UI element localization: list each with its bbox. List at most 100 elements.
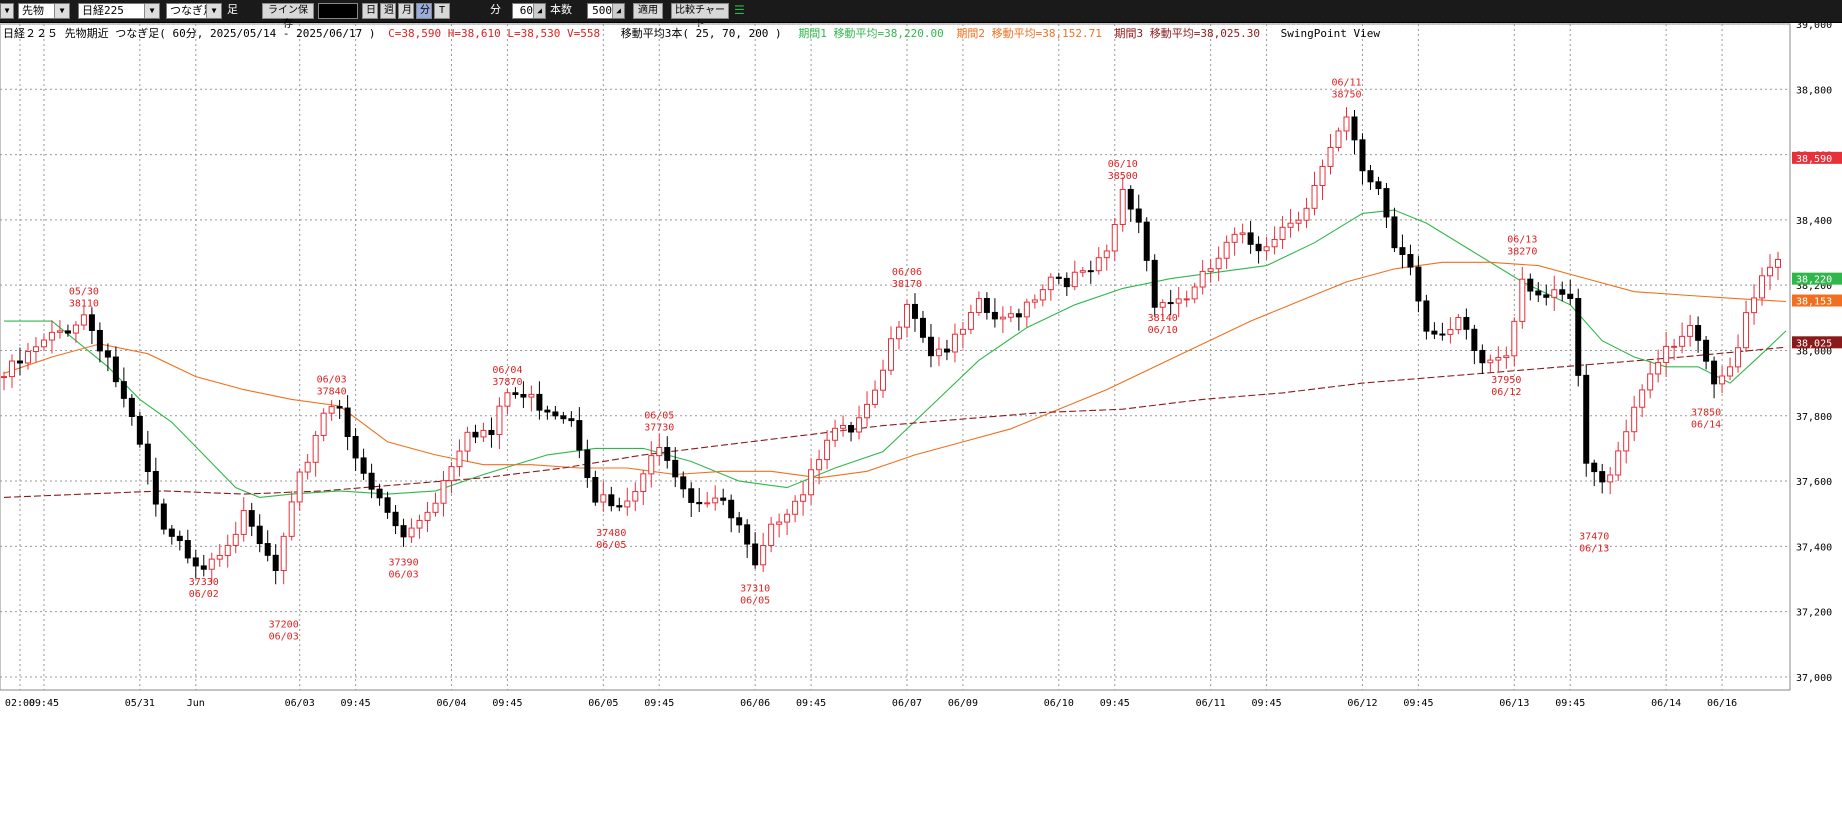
candle-up — [408, 527, 415, 538]
price-axis: 39,00038,80038,60038,40038,20038,00037,8… — [1792, 22, 1842, 684]
swing-low-date: 06/14 — [1691, 419, 1721, 430]
swing-points: 05/30381103733006/023720006/0306/0337840… — [69, 78, 1721, 643]
candle-down — [1599, 471, 1606, 483]
swing-low-price: 37480 — [596, 528, 626, 539]
candle-up — [1047, 276, 1054, 291]
candle-down — [136, 415, 143, 445]
time-tick-label: 09:45 — [29, 698, 59, 709]
chevron-down-icon: ▼ — [206, 4, 221, 18]
candle-down — [360, 457, 367, 474]
candle-up — [624, 500, 631, 508]
candle-up — [856, 417, 863, 433]
candle-down — [680, 476, 687, 490]
candle-down — [752, 543, 759, 566]
candle-down — [1151, 259, 1158, 308]
index-select[interactable]: 日経225 ▼ — [78, 3, 160, 19]
candle-down — [120, 381, 127, 399]
time-tick-label: 06/09 — [948, 698, 978, 709]
candle-down — [1471, 328, 1478, 351]
candle-down — [96, 329, 103, 352]
candle-down — [472, 431, 479, 438]
toolbar: ▼ 先物 ▼ 日経225 ▼ つなぎ足 ▼ 足 ライン保存 日 週 月 分 T 分 6… — [0, 0, 1842, 30]
candle-up — [967, 312, 974, 330]
chart-settings-icon[interactable]: ☰ — [734, 3, 745, 17]
swing-low-date: 06/12 — [1491, 387, 1521, 398]
spinner-icon[interactable]: ◢ — [533, 4, 545, 18]
ohlcv-readout: C=38,590 H=38,610 L=38,530 V=558 — [388, 27, 600, 40]
candle-down — [991, 311, 998, 320]
candle-down — [943, 348, 950, 353]
swing-low-date: 06/13 — [1579, 544, 1609, 555]
price-tag-label: 38,220 — [1796, 275, 1832, 286]
candle-up — [1327, 146, 1334, 167]
candle-up — [1199, 270, 1206, 288]
swing-low-price: 37850 — [1691, 407, 1721, 418]
candle-down — [552, 411, 559, 417]
minute-input[interactable]: 60 ◢ — [512, 3, 546, 19]
candle-up — [1039, 289, 1046, 301]
candle-down — [1015, 313, 1022, 318]
minute-label: 分 — [490, 3, 501, 16]
bars-input[interactable]: 500 ◢ — [587, 3, 625, 19]
compare-chart-button[interactable]: 比較チャート — [671, 3, 729, 30]
candle-down — [344, 407, 351, 438]
swing-high-date: 06/04 — [492, 365, 522, 376]
candle-down — [672, 459, 679, 478]
swing-high-date: 06/11 — [1331, 78, 1361, 89]
bars-label: 本数 — [550, 3, 572, 16]
candle-up — [1207, 268, 1214, 272]
candle-down — [384, 497, 391, 513]
bars-input-value: 500 — [592, 4, 612, 17]
candle-down — [1351, 116, 1358, 141]
line-save-button[interactable]: ライン保存 — [262, 3, 314, 30]
candle-up — [1735, 347, 1742, 368]
apply-button[interactable]: 適用 — [633, 3, 663, 19]
candle-up — [872, 389, 879, 405]
week-button[interactable]: 週 — [380, 3, 396, 19]
time-tick-label: 09:45 — [1555, 698, 1585, 709]
candle-up — [1503, 355, 1510, 359]
month-button[interactable]: 月 — [398, 3, 414, 19]
candle-up — [1095, 257, 1102, 272]
candle-up — [808, 469, 815, 496]
chain-select[interactable]: つなぎ足 ▼ — [166, 3, 222, 19]
menu-dropdown-icon[interactable]: ▼ — [0, 3, 14, 19]
time-tick-label: 06/03 — [285, 698, 315, 709]
swing-high-date: 06/10 — [1108, 159, 1138, 170]
candle-down — [400, 525, 407, 538]
price-tag-label: 38,153 — [1796, 297, 1832, 308]
candle-up — [1079, 270, 1086, 273]
minute-button[interactable]: 分 — [416, 3, 432, 19]
product-select[interactable]: 先物 ▼ — [18, 3, 70, 19]
candle-up — [288, 501, 295, 537]
candle-up — [1279, 226, 1286, 240]
ashi-count-input[interactable] — [318, 3, 358, 19]
candle-up — [1263, 246, 1270, 252]
candle-down — [1703, 339, 1710, 362]
candle-up — [1287, 222, 1294, 228]
candle-down — [568, 418, 575, 422]
time-tick-label: 06/12 — [1347, 698, 1377, 709]
spinner-icon[interactable]: ◢ — [612, 4, 624, 18]
swing-low-price: 37310 — [740, 584, 770, 595]
candle-down — [88, 314, 95, 331]
candle-down — [1695, 325, 1702, 341]
candle-up — [440, 480, 447, 504]
candle-up — [1231, 233, 1238, 243]
candle-down — [911, 303, 918, 319]
candle-down — [1407, 253, 1414, 268]
price-tick-label: 38,000 — [1796, 346, 1832, 357]
candle-down — [368, 472, 375, 490]
time-tick-label: 06/10 — [1044, 698, 1074, 709]
day-button[interactable]: 日 — [362, 3, 378, 19]
candle-down — [152, 470, 159, 505]
swing-low-date: 06/10 — [1148, 325, 1178, 336]
candle-down — [688, 488, 695, 503]
candle-down — [1135, 208, 1142, 223]
candle-down — [64, 330, 71, 334]
price-chart[interactable]: 05/30381103733006/023720006/0306/0337840… — [0, 22, 1842, 813]
candle-up — [704, 502, 711, 505]
tick-button[interactable]: T — [434, 3, 450, 19]
candle-up — [1183, 298, 1190, 301]
